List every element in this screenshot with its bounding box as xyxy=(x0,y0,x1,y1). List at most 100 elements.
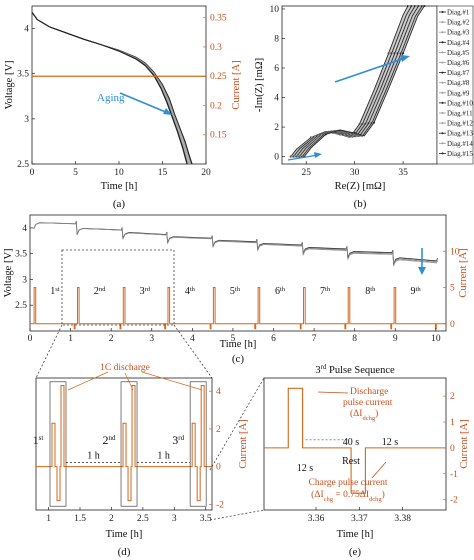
legend-marker xyxy=(441,41,444,44)
legend-marker xyxy=(441,61,444,64)
voltage-trace xyxy=(33,221,438,266)
sequence-label: 3rd xyxy=(140,286,151,298)
panel-b-ticks: 25 30 35 0 2 4 6 8 10 xyxy=(270,5,409,178)
voltage-curve xyxy=(31,12,190,165)
y-tick-label: 0 xyxy=(274,153,279,163)
nyquist-curve xyxy=(303,5,425,157)
x-tick-label: 1.5 xyxy=(74,514,86,524)
x-tick-label: 10 xyxy=(431,334,441,344)
voltage-trace xyxy=(33,221,438,265)
x-tick-label: 25 xyxy=(301,168,311,178)
panel-a: 0 5 10 15 20 2.5 3 3.5 4 0.15 0.2 0.25 0.3 0.35 Time … xyxy=(4,5,242,210)
discharge-pointer xyxy=(317,391,349,394)
legend-marker xyxy=(441,101,444,104)
panel-c: 0 1 2 3 4 5 6 7 8 9 10 2.5 3 3.5 4 0 5 10 1st 2nd 3rd 4th 5th… xyxy=(3,214,469,365)
x-tick-label: 15 xyxy=(158,168,168,178)
y2-tick-label: 0.15 xyxy=(210,131,227,141)
nyquist-point xyxy=(353,131,356,134)
y2-tick-label: 5 xyxy=(450,284,455,294)
y-tick-label: 10 xyxy=(270,5,280,15)
rest-label: Rest xyxy=(342,456,360,467)
nyquist-curve xyxy=(296,5,416,157)
pulse-box xyxy=(189,381,207,507)
y-tick-label: 4 xyxy=(24,25,29,35)
x-tick-label: 1 xyxy=(68,334,73,344)
charge-pointer xyxy=(371,461,387,479)
x-tick-label: 1 xyxy=(46,514,51,524)
voltage-curve xyxy=(31,12,191,165)
arrow-head-icon xyxy=(400,55,410,62)
legend-marker xyxy=(441,11,444,13)
y2-tick-label: 2 xyxy=(450,392,455,402)
y2-tick-label: 10 xyxy=(450,247,460,257)
sequence-label: 4th xyxy=(185,286,196,298)
panel-c-curves xyxy=(29,221,447,330)
y-tick-label: 3 xyxy=(22,275,27,285)
x-tick-label: 3.36 xyxy=(308,514,325,524)
legend-entry: Diag.#10 xyxy=(447,99,473,107)
sequence-label: 2nd xyxy=(103,433,117,447)
sequence-label: 1st xyxy=(50,286,60,298)
legend-marker xyxy=(441,152,444,155)
current-trace xyxy=(29,287,447,330)
y-tick-label: 2.5 xyxy=(15,301,27,311)
panel-b-ylabel: -Im(Z) [mΩ] xyxy=(254,58,265,112)
y2-tick-label: -1 xyxy=(450,470,458,480)
legend-marker xyxy=(441,81,444,84)
x-tick-label: 3.5 xyxy=(200,514,212,524)
legend-entry: Diag.#14 xyxy=(447,140,473,148)
y2-tick-label: 0 xyxy=(216,463,221,473)
voltage-curve xyxy=(31,12,193,165)
nyquist-point xyxy=(402,52,405,55)
legend-entry: Diag.#5 xyxy=(447,49,470,57)
panel-e-title: 3rd Pulse Sequence xyxy=(315,363,395,376)
sequence-label: 8th xyxy=(365,286,376,298)
callout-line xyxy=(124,372,134,391)
panel-b-xlabel: Re(Z) [mΩ] xyxy=(335,181,386,192)
sequence-label: 2nd xyxy=(94,286,106,298)
x-tick-label: 8 xyxy=(352,334,357,344)
panel-c-ylabel: Voltage [V] xyxy=(3,248,14,297)
x-tick-label: 2 xyxy=(109,334,114,344)
y2-tick-label: 0 xyxy=(450,444,455,454)
x-tick-label: 10 xyxy=(114,168,124,178)
panel-e: 3rd Pulse Sequence 3.36 3.37 3.38 -2 -1 0 1 2 D… xyxy=(263,363,470,558)
y2-tick-label: 0.3 xyxy=(210,43,222,53)
x-tick-label: 5 xyxy=(73,168,78,178)
y-tick-label: 3 xyxy=(24,115,29,125)
panel-c-sequence-labels: 1st 2nd 3rd 4th 5th 6th 7th 8th 9th xyxy=(50,286,421,298)
sequence-label: 6th xyxy=(275,286,286,298)
panel-c-caption: (c) xyxy=(232,353,245,365)
x-tick-label: 0 xyxy=(30,168,35,178)
y2-tick-label: 4 xyxy=(216,387,221,397)
legend-entry: Diag.#9 xyxy=(447,89,470,97)
panel-a-y2label: Current [A] xyxy=(231,60,242,109)
panel-d-ticks: 1 1.5 2 2.5 3 3.5 -2 0 2 4 xyxy=(46,387,224,524)
legend-marker xyxy=(441,132,444,135)
x-tick-label: 7 xyxy=(312,334,317,344)
nyquist-curve xyxy=(294,5,413,157)
arrow-head-icon xyxy=(314,152,322,158)
x-tick-label: 35 xyxy=(398,168,408,178)
nyquist-point xyxy=(324,133,327,136)
voltage-curve xyxy=(31,12,189,165)
y2-tick-label: 2 xyxy=(216,425,221,435)
discharge-annotation: 1C discharge xyxy=(100,363,150,373)
voltage-curve xyxy=(31,12,192,165)
panel-c-frame xyxy=(29,214,447,332)
nyquist-curve xyxy=(290,5,409,157)
nyquist-curve xyxy=(301,5,423,157)
legend-marker xyxy=(441,142,444,145)
sequence-label: 5th xyxy=(230,286,241,298)
legend-marker xyxy=(441,122,444,125)
y-tick-label: 3.5 xyxy=(17,70,29,80)
sequence-label: 3rd xyxy=(172,433,184,447)
y-tick-label: 8 xyxy=(274,34,279,44)
nyquist-point xyxy=(373,121,376,124)
y2-tick-label: 0.2 xyxy=(210,101,222,111)
panel-e-curves xyxy=(264,387,446,494)
arrow-head-icon xyxy=(418,267,426,275)
x-tick-label: 30 xyxy=(350,168,360,178)
x-tick-label: 6 xyxy=(271,334,276,344)
legend-entry: Diag.#15 xyxy=(447,150,473,158)
